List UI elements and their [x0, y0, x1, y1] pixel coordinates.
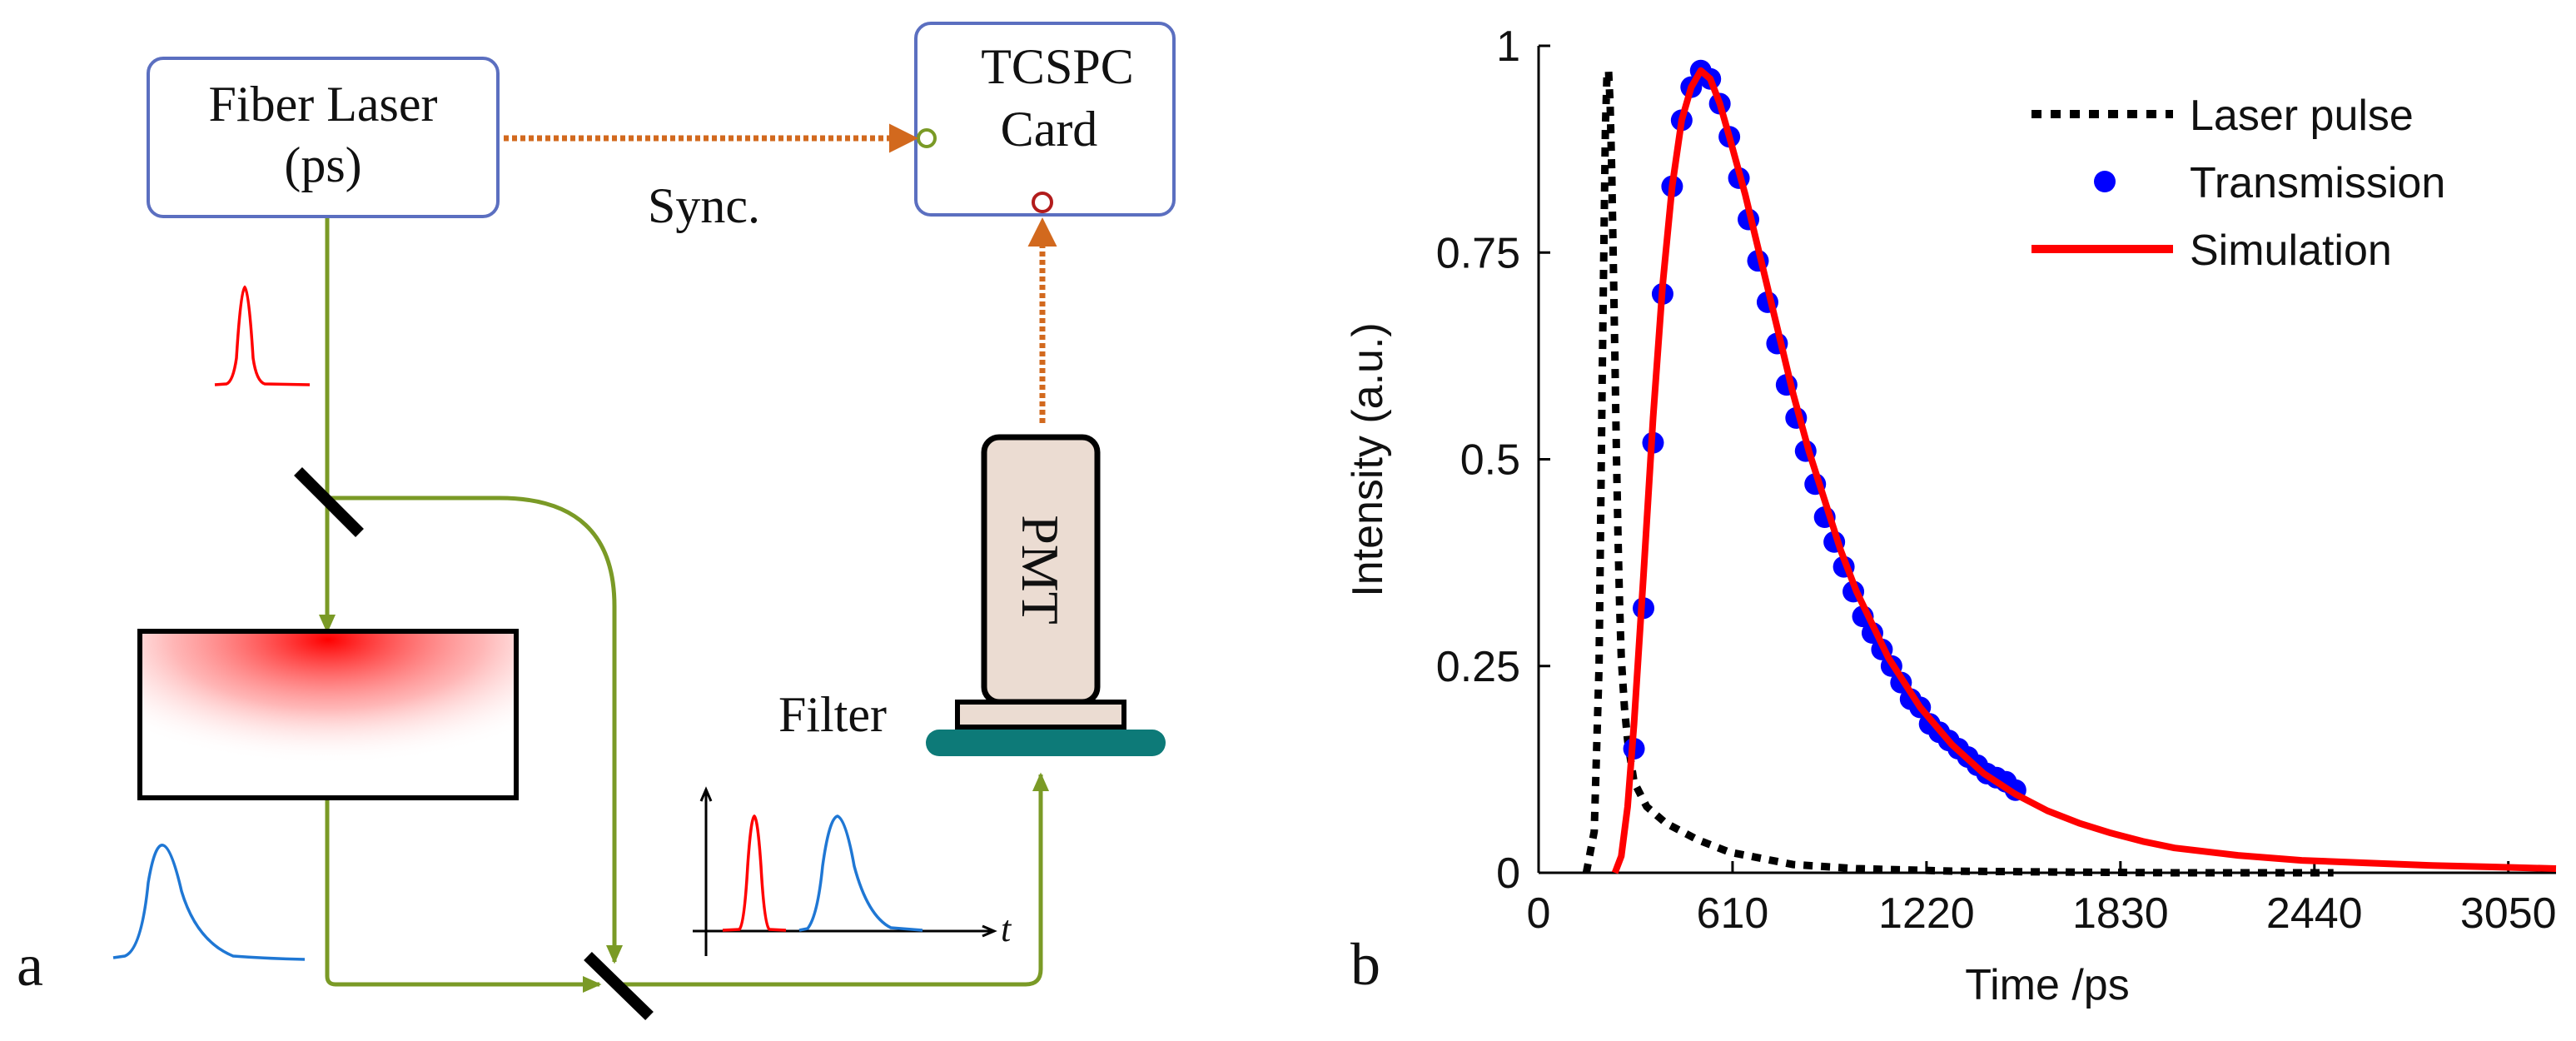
x-tick-label: 1830: [2072, 889, 2169, 938]
card-label: Card: [1001, 102, 1098, 157]
pmt-label: PMT: [1011, 515, 1070, 625]
tcspc-card-box: TCSPC Card: [914, 22, 1176, 217]
laser-pulse-line: [1582, 67, 2334, 877]
legend-label-simulation: Simulation: [2190, 227, 2392, 275]
x-axis-label: Time /ps: [1965, 961, 2129, 1009]
panel-b-chart: b 0 610 1220 1830 2440 3050 0 0.25 0.5 0.75 1 Tim…: [1344, 22, 2557, 1009]
x-tick-label: 0: [1527, 889, 1551, 938]
simulation-line: [1611, 67, 2557, 874]
series-layer: [1582, 59, 2557, 877]
output-pulse-icon: [112, 844, 306, 961]
x-tick-label: 1220: [1878, 889, 1975, 938]
fiber-laser-box: Fiber Laser (ps): [147, 57, 500, 218]
panel-a-label: a: [17, 932, 43, 999]
y-tick-label: 0.25: [1436, 643, 1520, 691]
beam-splitter-bottom: [584, 951, 654, 1021]
tcspc-label: TCSPC: [981, 39, 1133, 94]
filter: [926, 730, 1166, 756]
x-tick-label: 2440: [2266, 889, 2363, 938]
x-ticks: 0 610 1220 1830 2440 3050: [1527, 861, 2557, 938]
fiber-laser-sublabel: (ps): [284, 137, 361, 192]
x-tick-label: 3050: [2460, 889, 2557, 938]
pmt-detector: PMT: [955, 434, 1126, 730]
beam-splitter-top: [294, 467, 364, 537]
y-tick-label: 0.75: [1436, 229, 1520, 277]
beam-to-pmt: [616, 772, 1049, 987]
beam-reference: [327, 496, 623, 964]
panel-a: Fiber Laser (ps) TCSPC Card Sync.: [17, 22, 1176, 1021]
sync-label: Sync.: [648, 178, 760, 233]
x-tick-label: 610: [1697, 889, 1769, 938]
legend-label-laser-pulse: Laser pulse: [2190, 92, 2414, 140]
input-pulse-icon: [214, 285, 311, 386]
panel-b-label: b: [1350, 931, 1380, 998]
sample: [137, 629, 519, 800]
y-ticks: 0 0.25 0.5 0.75 1: [1436, 22, 1550, 898]
y-tick-label: 0.5: [1460, 436, 1520, 485]
filter-label: Filter: [778, 687, 887, 742]
beam-transmitted: [325, 799, 602, 993]
beam-paths: [319, 218, 1049, 993]
legend: Laser pulse Transmission Simulation: [2031, 92, 2445, 275]
timing-inset: t: [693, 786, 1012, 956]
inset-reference-pulse: [722, 814, 787, 932]
fiber-laser-label: Fiber Laser: [209, 77, 438, 132]
y-tick-label: 0: [1496, 849, 1520, 898]
legend-label-transmission: Transmission: [2190, 159, 2445, 207]
sync-input-port: [917, 128, 937, 148]
y-axis-label: Intensity (a.u.): [1344, 322, 1392, 596]
y-tick-label: 1: [1496, 22, 1520, 71]
signal-input-port: [1032, 192, 1053, 213]
legend-swatch-transmission: [2094, 171, 2116, 192]
inset-transmitted-pulse: [798, 814, 923, 932]
inset-time-label: t: [1001, 909, 1012, 949]
